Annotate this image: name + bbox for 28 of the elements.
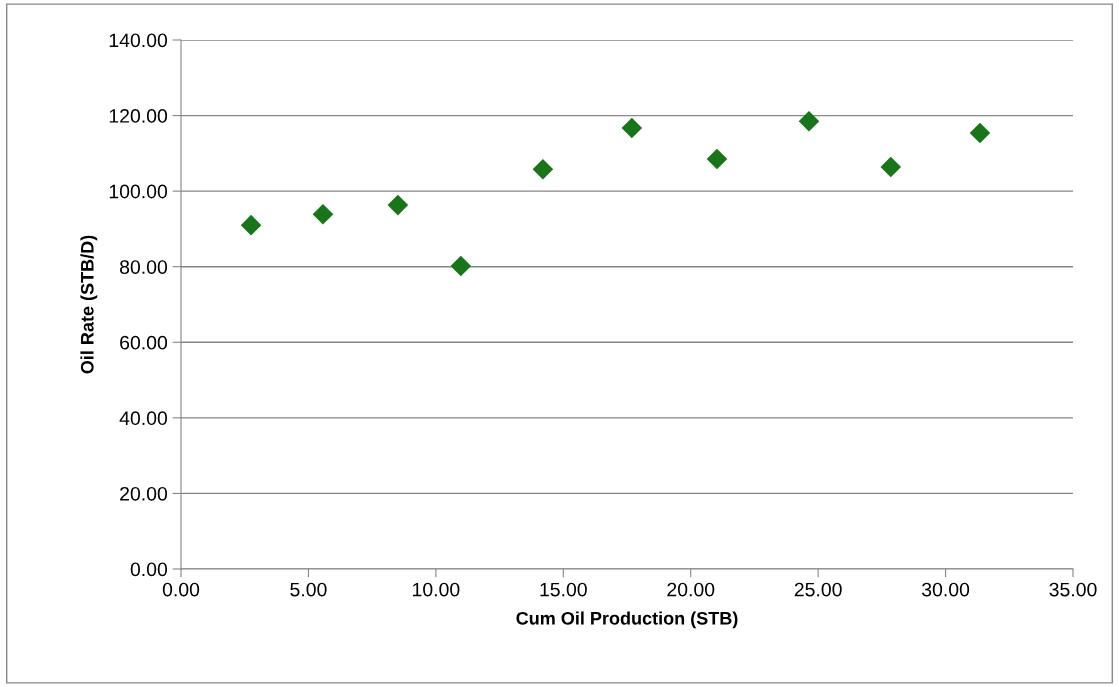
point [706, 148, 728, 170]
x-axis-title: Cum Oil Production (STB) [516, 611, 738, 629]
point [240, 214, 262, 236]
x-tick-label: 15.00 [540, 582, 587, 597]
x-tick-label: 25.00 [794, 582, 842, 597]
point [387, 194, 409, 216]
point [880, 156, 902, 178]
y-axis-title: Oil Rate (STB/D) [80, 235, 98, 374]
y-tick-label: 60.00 [120, 335, 168, 350]
point [450, 255, 472, 277]
y-tick-label: 20.00 [120, 486, 168, 501]
y-tick-label: 120.00 [109, 109, 168, 123]
x-tick-label: 35.00 [1049, 582, 1097, 597]
y-tick-label: 100.00 [109, 184, 168, 199]
point [969, 122, 991, 144]
y-tick-label: 40.00 [119, 411, 168, 426]
x-tick-label: 0.00 [162, 582, 200, 597]
y-tick-label: 80.00 [120, 260, 168, 274]
point [532, 158, 554, 180]
y-tick-label: 140.00 [109, 33, 168, 48]
x-tick-label: 10.00 [413, 582, 460, 597]
y-tick-label: 0.00 [130, 562, 168, 577]
x-tick-label: 20.00 [667, 582, 715, 597]
point [798, 110, 820, 132]
x-tick-label: 5.00 [290, 582, 327, 597]
point [621, 117, 643, 139]
point [312, 203, 334, 225]
x-tick-label: 30.00 [921, 582, 970, 597]
